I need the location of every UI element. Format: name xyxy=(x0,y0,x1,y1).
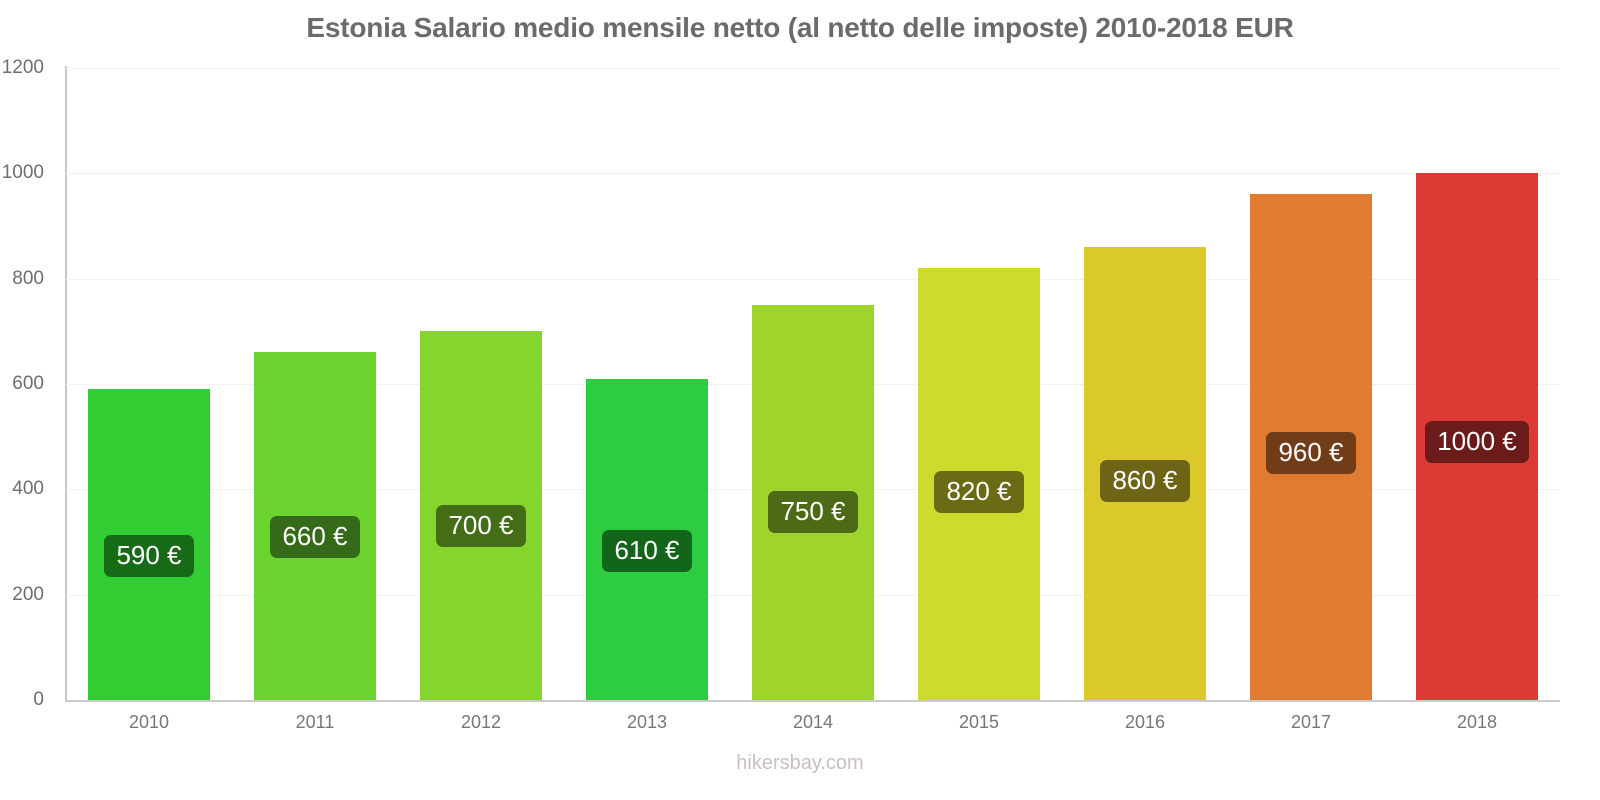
x-axis-tick-label: 2018 xyxy=(1456,712,1498,732)
bar-value-label: 610 € xyxy=(602,529,692,572)
bar-value-label: 590 € xyxy=(104,535,194,578)
x-axis-tick-label: 2010 xyxy=(128,712,170,732)
gridline xyxy=(66,68,1560,69)
bar-rect[interactable]: 590 € xyxy=(87,389,210,700)
bar-rect[interactable]: 660 € xyxy=(253,352,376,700)
y-axis-tick-label: 200 xyxy=(12,583,44,605)
bar-item[interactable]: 660 € xyxy=(253,352,376,700)
bar-value-label: 960 € xyxy=(1266,432,1356,475)
bar-value-label: 860 € xyxy=(1100,459,1190,502)
bar-value-label: 1000 € xyxy=(1425,420,1529,463)
bar-rect[interactable]: 1000 € xyxy=(1415,173,1538,700)
bar-item[interactable]: 960 € xyxy=(1249,194,1372,700)
y-axis-tick-label: 0 xyxy=(33,689,44,710)
y-axis-tick-label: 1200 xyxy=(1,57,44,78)
bar-item[interactable]: 1000 € xyxy=(1415,173,1538,700)
x-axis-tick-label: 2011 xyxy=(295,712,335,732)
bar-value-label: 660 € xyxy=(270,515,360,558)
bar-rect[interactable]: 860 € xyxy=(1083,247,1206,700)
gridline xyxy=(66,278,1560,280)
plot-area: 590 € 660 € 700 € 610 € 750 € 820 € 860 € 960 €… xyxy=(66,68,1560,701)
gridline xyxy=(66,173,1560,175)
bar-rect[interactable]: 610 € xyxy=(585,378,708,700)
bar-rect[interactable]: 820 € xyxy=(917,268,1040,700)
x-axis-tick-label: 2013 xyxy=(626,712,668,732)
bar-rect[interactable]: 700 € xyxy=(419,331,542,700)
chart-title: Estonia Salario medio mensile netto (al … xyxy=(306,12,1294,43)
x-axis-tick-label: 2014 xyxy=(792,712,834,732)
bar-rect[interactable]: 960 € xyxy=(1249,194,1372,700)
bar-item[interactable]: 590 € xyxy=(87,389,210,700)
y-axis-tick-label: 800 xyxy=(12,267,44,289)
source-watermark: hikersbay.com xyxy=(736,752,864,774)
gridline xyxy=(66,700,1560,701)
bar-value-label: 820 € xyxy=(934,471,1024,514)
bar-item[interactable]: 610 € xyxy=(585,378,708,700)
x-axis-line xyxy=(66,700,1560,702)
bar-rect[interactable]: 750 € xyxy=(751,305,874,700)
bar-item[interactable]: 860 € xyxy=(1083,247,1206,700)
bar-item[interactable]: 750 € xyxy=(751,305,874,700)
y-axis-tick-label: 1000 xyxy=(1,162,44,184)
bar-value-label: 750 € xyxy=(768,490,858,533)
x-axis-tick-label: 2017 xyxy=(1290,712,1332,732)
x-axis-tick-label: 2012 xyxy=(460,712,502,732)
y-axis-tick-label: 400 xyxy=(12,478,44,500)
x-axis-tick-label: 2015 xyxy=(958,712,1000,732)
bar-item[interactable]: 820 € xyxy=(917,268,1040,700)
y-axis-tick-label: 600 xyxy=(12,373,44,394)
bar-value-label: 700 € xyxy=(436,504,526,547)
bar-item[interactable]: 700 € xyxy=(419,331,542,700)
x-axis-tick-label: 2016 xyxy=(1124,712,1166,732)
